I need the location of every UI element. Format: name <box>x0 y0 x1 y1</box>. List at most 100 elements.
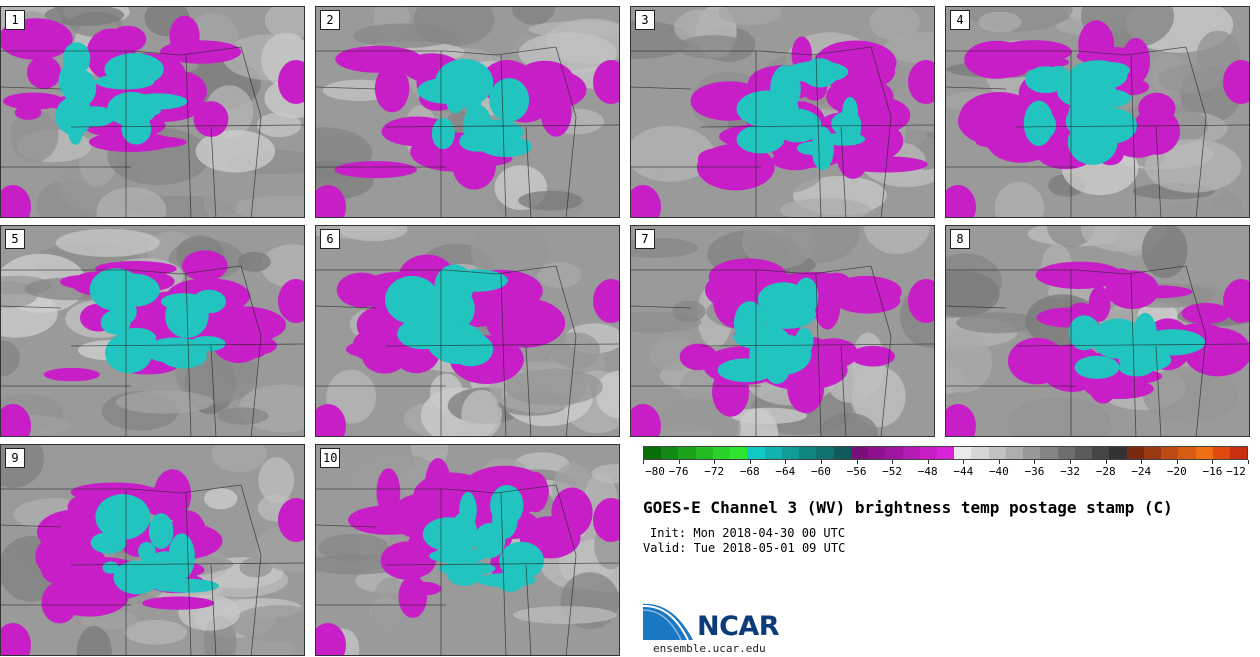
colorbar-swatch <box>816 447 834 459</box>
colorbar-tick-label: −64 <box>775 465 796 478</box>
colorbar-swatch <box>678 447 696 459</box>
colorbar-tick-label: −52 <box>882 465 903 478</box>
colorbar-tick <box>1212 460 1214 464</box>
water-vapor-imagery <box>316 445 619 655</box>
colorbar-tick-label: −24 <box>1131 465 1152 478</box>
map-panel: 10 <box>315 444 620 656</box>
colorbar-tick-label: −60 <box>811 465 831 478</box>
map-panel: 3 <box>630 6 935 218</box>
logo-url: ensemble.ucar.edu <box>653 642 766 655</box>
colorbar-swatch <box>730 447 748 459</box>
panel-number: 3 <box>635 10 655 30</box>
panel-number: 1 <box>5 10 25 30</box>
colorbar-swatch <box>1212 447 1230 459</box>
map-panel: 9 <box>0 444 305 656</box>
colorbar-tick <box>1248 460 1249 464</box>
colorbar-swatch <box>799 447 817 459</box>
colorbar-swatch <box>988 447 1006 459</box>
colorbar-tick <box>998 460 1000 464</box>
colorbar-swatch <box>1005 447 1024 459</box>
water-vapor-imagery <box>946 7 1249 217</box>
colorbar-tick <box>643 460 644 464</box>
colorbar-swatch <box>1109 447 1127 459</box>
map-panel: 2 <box>315 6 620 218</box>
colorbar-swatch <box>661 447 679 459</box>
panel-number: 10 <box>320 448 341 468</box>
panel-number: 4 <box>950 10 970 30</box>
water-vapor-imagery <box>631 226 934 436</box>
map-panel: 1 <box>0 6 305 218</box>
panel-number: 2 <box>320 10 340 30</box>
water-vapor-imagery <box>631 7 934 217</box>
panel-number: 7 <box>635 229 655 249</box>
map-panel: 6 <box>315 225 620 437</box>
colorbar-swatch <box>850 447 869 459</box>
colorbar-tick-label: −48 <box>917 465 938 478</box>
colorbar-swatch <box>885 447 903 459</box>
colorbar-swatch <box>1161 447 1179 459</box>
colorbar-ticks: −80 −76 −72 −68 −64 −60 −56 −52 −48 −44 −40 −36 −32 −… <box>643 460 1249 482</box>
map-panel: 4 <box>945 6 1250 218</box>
colorbar-swatch <box>712 447 731 459</box>
colorbar-swatch <box>833 447 851 459</box>
colorbar-tick <box>1070 460 1072 464</box>
colorbar-tick-label: −40 <box>988 465 1009 478</box>
colorbar-swatch <box>1143 447 1162 459</box>
colorbar-swatch <box>764 447 782 459</box>
colorbar-swatch <box>1178 447 1196 459</box>
panel-number: 9 <box>5 448 25 468</box>
map-panel: 7 <box>630 225 935 437</box>
colorbar-swatch <box>954 447 972 459</box>
colorbar-swatch <box>644 447 662 459</box>
water-vapor-imagery <box>316 7 619 217</box>
colorbar-swatch <box>1057 447 1075 459</box>
colorbar-tick-label: −32 <box>1060 465 1080 478</box>
colorbar-tick <box>1176 460 1178 464</box>
colorbar-tick-label: −20 <box>1166 465 1187 478</box>
figure-title: GOES-E Channel 3 (WV) brightness temp po… <box>643 498 1173 517</box>
colorbar-tick <box>1141 460 1143 464</box>
colorbar-tick-label: −36 <box>1024 465 1045 478</box>
panel-number: 8 <box>950 229 970 249</box>
colorbar-swatch <box>1195 447 1213 459</box>
colorbar-swatch <box>1023 447 1041 459</box>
colorbar-tick-label: −56 <box>846 465 867 478</box>
init-time: Init: Mon 2018-04-30 00 UTC <box>650 526 846 540</box>
colorbar-swatch <box>971 447 989 459</box>
colorbar-tick <box>678 460 680 464</box>
colorbar-tick-label: −68 <box>739 465 760 478</box>
colorbar-tick-label: −28 <box>1095 465 1116 478</box>
colorbar-swatch <box>1126 447 1144 459</box>
colorbar-tick <box>749 460 751 464</box>
water-vapor-imagery <box>316 226 619 436</box>
colorbar <box>643 446 1248 460</box>
colorbar-tick <box>963 460 965 464</box>
colorbar-tick-label: −44 <box>953 465 974 478</box>
colorbar-tick <box>927 460 929 464</box>
water-vapor-imagery <box>1 445 304 655</box>
colorbar-swatch <box>1040 447 1058 459</box>
map-panel: 8 <box>945 225 1250 437</box>
colorbar-tick <box>892 460 894 464</box>
valid-time: Valid: Tue 2018-05-01 09 UTC <box>643 541 846 555</box>
colorbar-tick <box>1034 460 1036 464</box>
colorbar-swatch <box>695 447 713 459</box>
colorbar-swatch <box>919 447 937 459</box>
colorbar-swatch <box>936 447 955 459</box>
water-vapor-imagery <box>1 7 304 217</box>
colorbar-tick-label: −80 <box>645 465 665 478</box>
colorbar-tick-label: −12 <box>1226 465 1246 478</box>
ncar-logo-mark <box>643 603 693 641</box>
colorbar-tick-label: −76 <box>668 465 689 478</box>
colorbar-swatch <box>1092 447 1110 459</box>
colorbar-swatch <box>747 447 765 459</box>
colorbar-tick <box>714 460 716 464</box>
map-panel: 5 <box>0 225 305 437</box>
water-vapor-imagery <box>1 228 304 436</box>
colorbar-tick-label: −72 <box>704 465 725 478</box>
colorbar-tick <box>785 460 787 464</box>
colorbar-swatch <box>868 447 886 459</box>
panel-number: 6 <box>320 229 340 249</box>
ncar-logo-text: NCAR <box>697 611 780 642</box>
colorbar-tick <box>1105 460 1107 464</box>
